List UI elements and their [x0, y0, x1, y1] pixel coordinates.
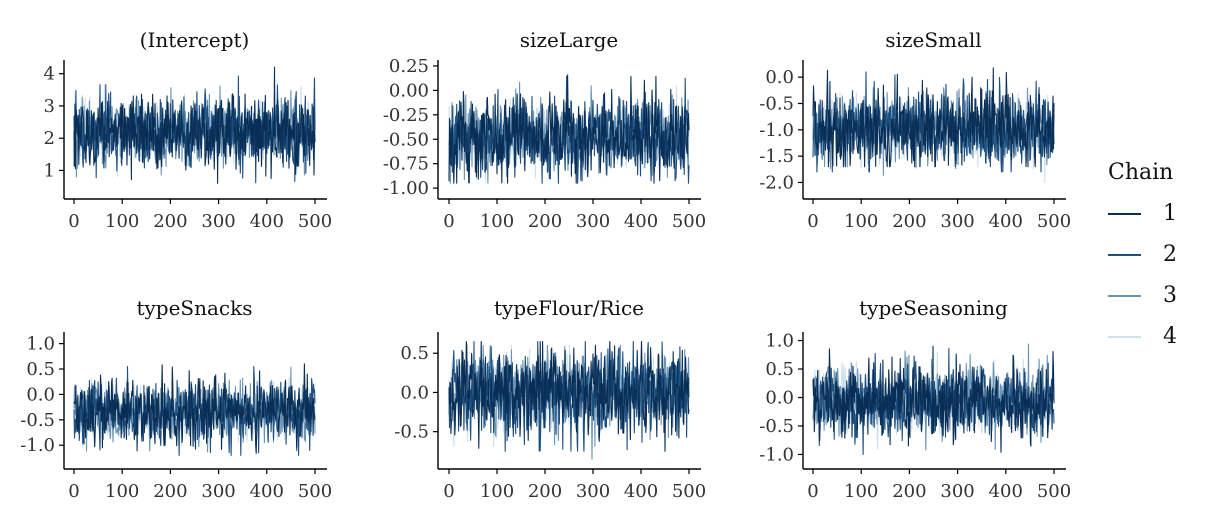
x-tick-label: 100 [844, 481, 878, 502]
x-tick-label: 300 [201, 211, 235, 232]
legend: Chain 1 2 3 4 [1108, 160, 1177, 357]
y-tick-label: 0.5 [400, 343, 429, 364]
x-tick-label: 500 [298, 211, 332, 232]
y-tick-label: -2.0 [759, 172, 794, 193]
trace-line-chain-2 [812, 71, 1055, 173]
x-tick-label: 500 [298, 481, 332, 502]
y-tick-label: -1.00 [383, 178, 429, 199]
y-tick-label: -0.5 [20, 410, 55, 431]
y-tick-label: 0.0 [400, 382, 429, 403]
y-tick-label: -0.50 [383, 129, 429, 150]
legend-label-4: 4 [1163, 324, 1177, 349]
y-tick-label: 3 [44, 96, 55, 117]
x-tick-label: 400 [250, 481, 284, 502]
legend-title: Chain [1108, 160, 1174, 185]
trace-panel: (Intercept) 1 2 3 4 0 100 200 300 400 500 [44, 28, 333, 232]
trace-panel: sizeSmall 0.0 -0.5 -1.0 -1.5 -2.0 0 100 200 300 40… [759, 28, 1071, 232]
x-tick-label: 200 [153, 481, 187, 502]
x-tick-label: 500 [1037, 481, 1071, 502]
trace-line-chain-1 [448, 74, 690, 184]
x-tick-label: 200 [892, 211, 926, 232]
y-tick-label: -1.0 [20, 435, 55, 456]
x-tick-label: 400 [624, 211, 658, 232]
panel-title: typeSnacks [136, 296, 252, 320]
y-tick-label: -1.5 [759, 146, 794, 167]
y-tick-label: 1.0 [26, 334, 55, 355]
x-tick-label: 200 [153, 211, 187, 232]
legend-item-chain-3: 3 [1108, 275, 1177, 316]
y-tick-label: -1.0 [759, 120, 794, 141]
x-tick-label: 400 [989, 211, 1023, 232]
x-tick-label: 400 [250, 211, 284, 232]
y-tick-label: 0.0 [765, 67, 794, 88]
y-tick-label: 0.0 [26, 384, 55, 405]
trace-panel: sizeLarge 0.25 0.00 -0.25 -0.50 -0.75 -1.00 0 10… [383, 28, 706, 232]
y-tick-label: 0.00 [389, 80, 429, 101]
legend-item-chain-1: 1 [1108, 193, 1177, 234]
trace-line-chain-1 [812, 67, 1055, 168]
panel-title: (Intercept) [140, 28, 250, 52]
x-tick-label: 300 [940, 481, 974, 502]
legend-item-chain-4: 4 [1108, 316, 1177, 357]
legend-swatch-2 [1108, 253, 1141, 256]
x-tick-label: 200 [528, 481, 562, 502]
legend-label-3: 3 [1163, 283, 1177, 308]
x-tick-label: 500 [1037, 211, 1071, 232]
y-tick-label: -0.5 [394, 422, 429, 443]
y-tick-label: -0.5 [759, 93, 794, 114]
x-tick-label: 200 [528, 211, 562, 232]
x-tick-label: 0 [807, 481, 818, 502]
x-tick-label: 300 [201, 481, 235, 502]
x-tick-label: 300 [576, 211, 610, 232]
x-tick-label: 100 [480, 211, 514, 232]
x-tick-label: 500 [672, 481, 706, 502]
y-tick-label: 0.25 [389, 56, 429, 77]
legend-swatch-1 [1108, 212, 1141, 215]
y-tick-label: 2 [44, 128, 55, 149]
trace-panel: typeSeasoning 1.0 0.5 0.0 -0.5 -1.0 0 100 200 300… [759, 296, 1071, 502]
x-tick-label: 400 [624, 481, 658, 502]
x-tick-label: 300 [576, 481, 610, 502]
x-tick-label: 100 [844, 211, 878, 232]
x-tick-label: 0 [443, 481, 454, 502]
legend-label-2: 2 [1163, 242, 1177, 267]
x-tick-label: 300 [940, 211, 974, 232]
trace-line-chain-1 [73, 66, 316, 184]
x-tick-label: 100 [105, 481, 139, 502]
y-tick-label: -0.5 [759, 416, 794, 437]
x-tick-label: 0 [443, 211, 454, 232]
trace-line-chain-1 [448, 340, 690, 452]
x-tick-label: 100 [105, 211, 139, 232]
x-tick-label: 100 [480, 481, 514, 502]
trace-line-chain-1 [812, 345, 1055, 453]
y-tick-label: 0.0 [765, 388, 794, 409]
y-tick-label: 0.5 [765, 359, 794, 380]
y-tick-label: -0.25 [383, 105, 429, 126]
legend-swatch-4 [1108, 335, 1141, 338]
legend-swatch-3 [1108, 294, 1141, 297]
trace-line-chain-1 [73, 363, 316, 454]
panel-title: sizeSmall [885, 28, 981, 52]
y-tick-label: 1 [44, 160, 55, 181]
panel-title: typeFlour/Rice [494, 296, 644, 320]
y-tick-label: -1.0 [759, 444, 794, 465]
x-tick-label: 500 [672, 211, 706, 232]
trace-panel: typeSnacks 1.0 0.5 0.0 -0.5 -1.0 0 100 200 300 400… [20, 296, 332, 502]
legend-label-1: 1 [1163, 201, 1177, 226]
y-tick-label: -0.75 [383, 154, 429, 175]
x-tick-label: 200 [892, 481, 926, 502]
trace-panel: typeFlour/Rice 0.5 0.0 -0.5 0 100 200 300 400 500 [394, 296, 706, 502]
x-tick-label: 0 [68, 481, 79, 502]
panel-title: sizeLarge [520, 28, 618, 52]
x-tick-label: 400 [989, 481, 1023, 502]
y-tick-label: 0.5 [26, 359, 55, 380]
x-tick-label: 0 [68, 211, 79, 232]
legend-item-chain-2: 2 [1108, 234, 1177, 275]
y-tick-label: 4 [44, 64, 55, 85]
panel-title: typeSeasoning [859, 296, 1008, 320]
x-tick-label: 0 [807, 211, 818, 232]
y-tick-label: 1.0 [765, 331, 794, 352]
